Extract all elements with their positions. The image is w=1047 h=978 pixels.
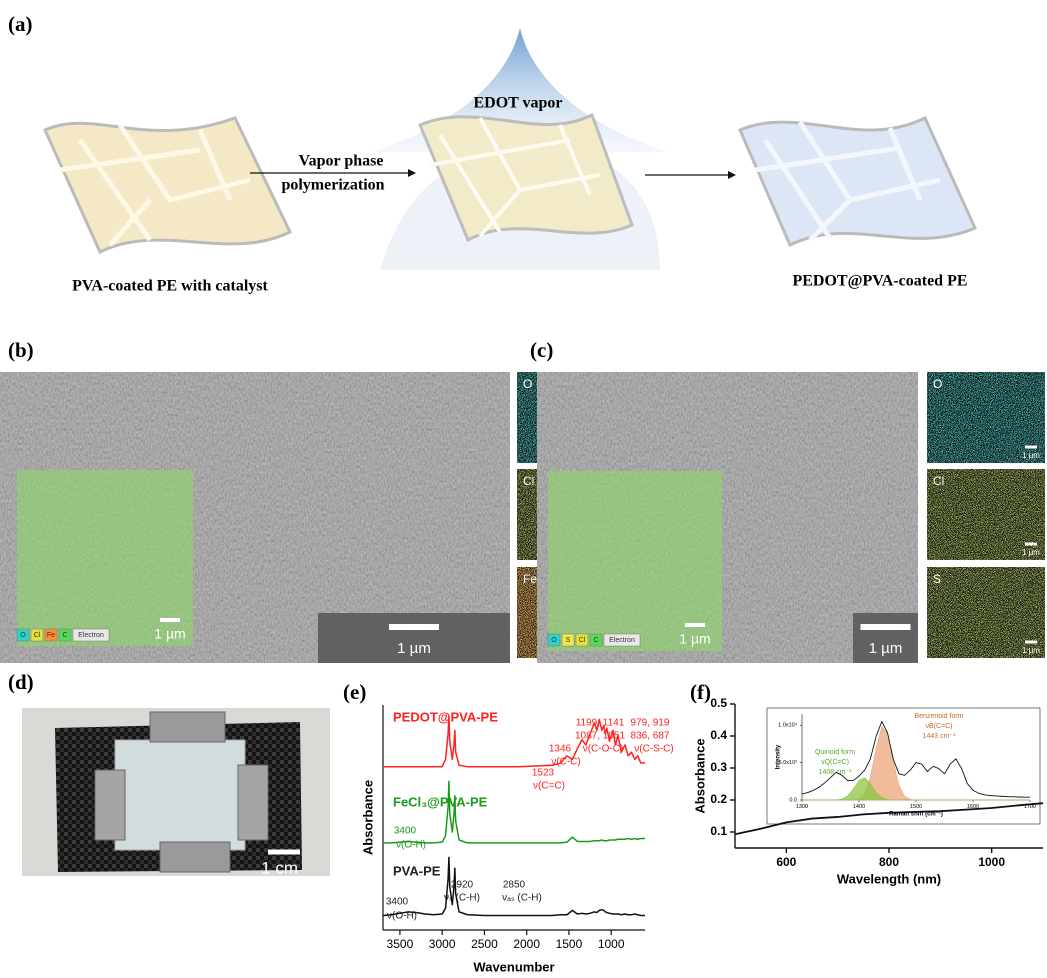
x-tick-label: 3500 <box>387 937 414 951</box>
annotation: 3400 <box>386 897 409 908</box>
y-tick-label: 0.2 <box>710 792 727 806</box>
map-element: O <box>523 377 532 391</box>
eds-dots <box>927 372 1045 463</box>
annotation: ν(C-S-C) <box>634 744 673 755</box>
legend-label: O <box>551 637 557 644</box>
x-tick-label: 1500 <box>556 937 583 951</box>
scale-label: 1 µm <box>154 626 185 642</box>
x-axis-label: Raman shift (cm⁻¹) <box>889 811 943 818</box>
process-label: Vapor phase <box>299 153 384 170</box>
x-tick-label: 1000 <box>978 855 1005 869</box>
annotation: 1523 <box>532 768 555 779</box>
scale-label: 1 µm <box>1022 548 1040 557</box>
y-axis-label: Absorbance <box>692 738 707 813</box>
map-element: Cl <box>933 474 944 488</box>
arrow-head <box>408 169 416 177</box>
x-tick-label: 1500 <box>910 804 922 810</box>
scale-label: 1 µm <box>869 640 903 657</box>
x-tick-label: 3000 <box>429 937 456 951</box>
clip <box>95 770 125 840</box>
legend-label: Cl <box>34 632 41 639</box>
legend-label: O <box>20 632 26 639</box>
legend-label: Electron <box>78 632 104 639</box>
eds-dots <box>927 567 1045 658</box>
process-label: polymerization <box>281 177 384 194</box>
legend-label: C <box>62 632 67 639</box>
annotation: 1346 <box>549 744 572 755</box>
eds-dots <box>927 469 1045 560</box>
y-axis-label: Intensity <box>776 744 782 769</box>
scale-label: 1 µm <box>397 640 431 657</box>
x-tick-label: 1400 <box>853 804 865 810</box>
y-tick-label: 0.5 <box>710 696 727 710</box>
annotation: Benzenoid form <box>914 713 963 720</box>
series-label: PEDOT@PVA-PE <box>393 709 498 724</box>
map-element: S <box>933 572 941 586</box>
annotation: 1443 cm⁻¹ <box>923 733 957 740</box>
panel-label: (b) <box>8 338 34 362</box>
scale-label: 1 cm <box>261 858 298 877</box>
x-tick-label: 1000 <box>598 937 625 951</box>
vapor-label: EDOT vapor <box>473 95 562 112</box>
annotation: 1408 cm⁻¹ <box>819 769 853 776</box>
x-tick-label: 600 <box>776 855 796 869</box>
y-tick-label: 1.0x10⁴ <box>778 722 798 729</box>
x-axis-label: Wavelength (nm) <box>837 871 941 886</box>
annotation: 2850 <box>503 880 526 891</box>
annotation: ν(C-O-C) <box>583 744 624 755</box>
legend-label: Fe <box>47 632 55 639</box>
line <box>383 781 645 843</box>
annotation: 3400 <box>394 826 417 837</box>
map-element: Fe <box>523 572 537 586</box>
x-tick-label: 1300 <box>796 804 808 810</box>
x-tick-label: 1700 <box>1024 804 1036 810</box>
y-tick-label: 0.4 <box>710 728 727 742</box>
x-axis-label: Wavenumber <box>473 959 554 974</box>
annotation: νQ(C=C) <box>821 759 849 766</box>
x-tick-label: 2000 <box>513 937 540 951</box>
legend-label: C <box>593 637 598 644</box>
legend-label: S <box>566 637 571 644</box>
caption: PEDOT@PVA-coated PE <box>792 273 967 290</box>
legend-label: Electron <box>609 637 635 644</box>
arrow-head <box>728 171 736 179</box>
panel-label: (e) <box>343 680 366 704</box>
annotation: νB(C=C) <box>925 723 952 730</box>
clip <box>160 842 230 872</box>
y-tick-label: 0.3 <box>710 760 727 774</box>
annotation: ν(C-C) <box>551 757 580 768</box>
annotation: 836, 687 <box>631 731 670 742</box>
annotation: ν(C=C) <box>533 781 565 792</box>
clip <box>238 765 268 840</box>
series-label: PVA-PE <box>393 863 441 878</box>
sem-images: O Cl Fe C Electron 1 µm 1 µm O 1 µm Cl 1 µm Fe 1 µm O… <box>0 372 1045 663</box>
clip <box>150 712 225 742</box>
x-tick-label: 800 <box>879 855 899 869</box>
figure: (a) Vapor phase polymerization EDOT vapo… <box>0 0 1047 978</box>
annotation: 979, 919 <box>631 718 670 729</box>
annotation: νₛ (C-H) <box>444 893 480 904</box>
x-tick-label: 1600 <box>967 804 979 810</box>
map-element: Cl <box>523 474 534 488</box>
panel-label: (d) <box>8 670 34 694</box>
sheet <box>45 118 290 252</box>
scale-label: 1 µm <box>1022 451 1040 460</box>
annotation: νₐₛ (C-H) <box>502 893 542 904</box>
y-axis-label: Absorbance <box>360 780 375 855</box>
scale-label: 1 µm <box>679 631 710 647</box>
scale-label: 1 µm <box>1022 646 1040 655</box>
y-tick-label: 0.1 <box>710 824 727 838</box>
sample <box>115 740 245 850</box>
annotation: Quinoid form <box>815 749 855 756</box>
panel-label: (c) <box>530 338 553 362</box>
series-label: FeCl₃@PVA-PE <box>393 794 488 809</box>
x-tick-label: 2500 <box>471 937 498 951</box>
caption: PVA-coated PE with catalyst <box>72 278 268 295</box>
panel-label: (f) <box>690 680 711 704</box>
panel-label: (a) <box>8 12 33 36</box>
legend-label: Cl <box>579 637 586 644</box>
y-tick-label: 0.0 <box>789 797 797 803</box>
map-element: O <box>933 377 942 391</box>
